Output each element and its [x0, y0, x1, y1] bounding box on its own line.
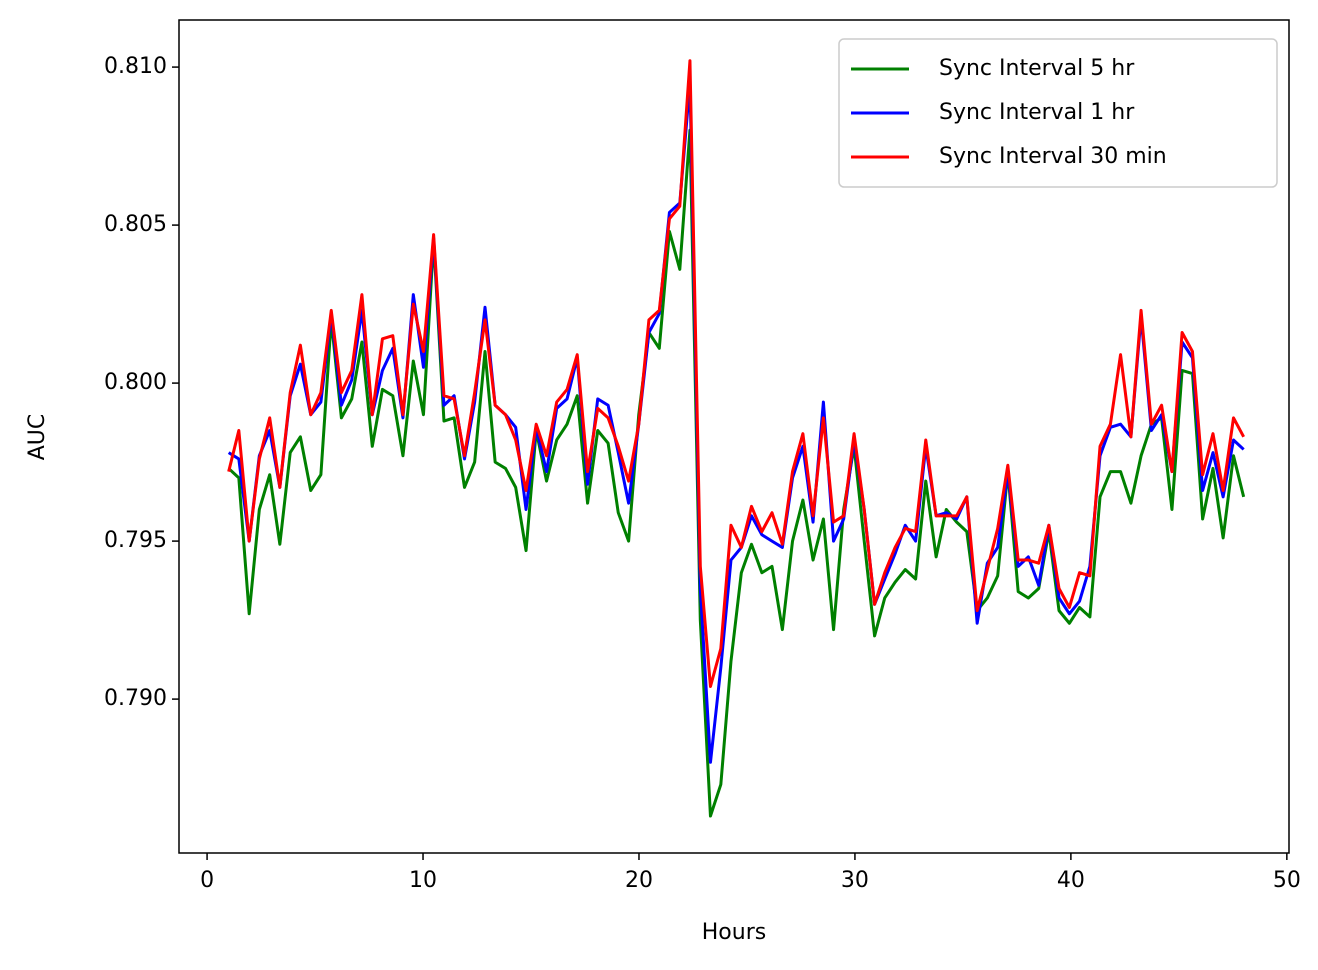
- legend-label: Sync Interval 1 hr: [939, 100, 1135, 125]
- plot-frame: [178, 19, 1290, 854]
- x-tick-label: 20: [625, 868, 653, 893]
- legend-label: Sync Interval 30 min: [939, 144, 1167, 169]
- x-tick-label: 10: [409, 868, 437, 893]
- series-line: [227, 59, 1245, 688]
- y-tick-label: 0.800: [104, 370, 167, 395]
- legend-box: [838, 38, 1278, 188]
- y-tick-label: 0.790: [104, 686, 167, 711]
- y-tick-label: 0.810: [104, 54, 167, 79]
- x-tick-label: 0: [200, 868, 214, 893]
- y-tick-label: 0.795: [104, 528, 167, 553]
- series-line: [227, 128, 1246, 818]
- x-axis-label: Hours: [702, 920, 766, 945]
- legend-label: Sync Interval 5 hr: [939, 56, 1135, 81]
- x-tick-label: 40: [1057, 868, 1085, 893]
- x-tick-label: 50: [1273, 868, 1301, 893]
- y-tick-label: 0.805: [104, 212, 167, 237]
- x-tick-label: 30: [841, 868, 869, 893]
- y-axis-label: AUC: [25, 414, 50, 461]
